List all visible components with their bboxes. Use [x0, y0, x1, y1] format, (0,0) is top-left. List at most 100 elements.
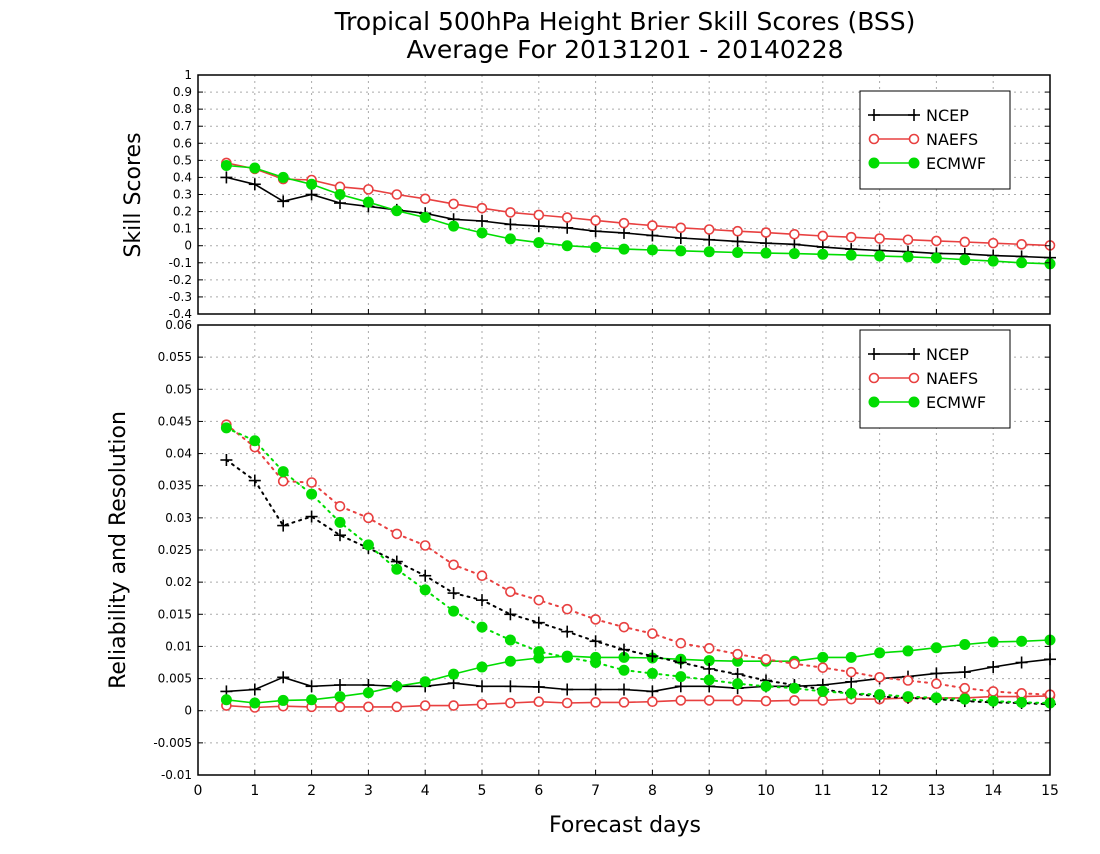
series-ecmwf-solid-point — [249, 697, 261, 709]
y-tick-label: 0.6 — [173, 136, 192, 150]
series-naefs-solid-point — [817, 230, 829, 242]
series-ecmwf-solid-point — [220, 159, 232, 171]
series-naefs-solid-point — [561, 212, 573, 223]
series-ncep-solid-point — [532, 220, 545, 233]
y-tick-label: 0.1 — [173, 222, 192, 236]
bottom-panel-ylabel: Reliability and Resolution — [106, 411, 131, 689]
series-ecmwf-dotted-point — [277, 466, 289, 478]
top-panel: -0.4 -0.3 -0.2 -0.1 0 0.1 0.2 0.3 0.4 0.5 0.6 0.7 0.… — [121, 68, 1056, 321]
series-naefs-solid-point — [817, 695, 829, 706]
x-tick-label: 4 — [421, 783, 430, 799]
series-ecmwf-solid-point — [845, 651, 857, 663]
y-tick-label: 0.035 — [158, 479, 192, 493]
bottom-panel-series — [220, 419, 1056, 713]
series-ecmwf-dotted-point — [646, 667, 658, 679]
series-naefs-dotted-point — [902, 675, 914, 686]
series-ecmwf-solid-point — [334, 691, 346, 703]
series-ecmwf-solid-point — [959, 254, 971, 266]
series-naefs-dotted-point — [363, 512, 374, 524]
y-tick-label: 0.01 — [165, 639, 192, 653]
series-ecmwf-dotted-point — [476, 621, 488, 633]
series-ncep-dotted-point — [476, 594, 488, 607]
series-ecmwf-solid-point — [646, 244, 658, 256]
legend-box — [859, 90, 1011, 190]
series-naefs-solid-point — [391, 189, 403, 200]
top-panel-series — [220, 157, 1056, 270]
x-tick-label: 1 — [250, 783, 259, 799]
y-tick-label: -0.1 — [169, 256, 192, 270]
series-ecmwf-solid-point — [1016, 635, 1028, 647]
legend-ncep-swatch-marker-a — [868, 348, 880, 360]
legend-box — [859, 329, 1011, 429]
series-ecmwf-solid-point — [448, 668, 460, 680]
series-naefs-dotted-point — [419, 540, 431, 551]
y-tick-label: 0.005 — [158, 672, 192, 686]
series-naefs-dotted-point — [533, 594, 545, 606]
x-tick-label: 5 — [478, 783, 487, 799]
series-naefs-dotted-point — [505, 586, 516, 598]
series-ecmwf-solid-point — [419, 676, 431, 688]
x-tick-label: 14 — [984, 783, 1002, 799]
x-tick-label: 2 — [307, 783, 316, 799]
series-naefs-solid-point — [789, 228, 800, 240]
y-tick-label: 0.025 — [158, 543, 192, 557]
series-ncep-solid-point — [334, 679, 346, 691]
series-ecmwf-solid-point — [817, 248, 829, 260]
series-ecmwf-dotted-point — [760, 680, 772, 692]
y-tick-label: 0 — [184, 704, 192, 718]
series-ecmwf-dotted-point — [448, 605, 460, 617]
legend-naefs-swatch-marker-b — [908, 133, 920, 145]
series-ecmwf-solid-point — [760, 247, 772, 259]
series-ecmwf-solid-point — [788, 248, 800, 260]
legend-ncep-swatch-marker-b — [908, 109, 920, 121]
series-ncep-solid-point — [476, 214, 488, 227]
series-ncep-solid-point — [987, 661, 1000, 673]
x-tick-label: 10 — [757, 783, 775, 799]
legend-ncep-swatch-marker-b — [908, 348, 920, 360]
series-naefs-dotted-point — [845, 666, 857, 678]
series-ncep-dotted-point — [674, 656, 687, 669]
legend-ncep-label: NCEP — [926, 106, 969, 125]
series-ncep-dotted-point — [532, 616, 545, 629]
y-tick-label: 0.2 — [173, 205, 192, 219]
series-ecmwf-solid-point — [874, 250, 886, 262]
series-ecmwf-solid-point — [419, 212, 431, 224]
series-ncep-dotted-point — [504, 608, 517, 621]
legend-naefs-label: NAEFS — [926, 369, 978, 388]
series-ecmwf-dotted-point — [419, 584, 431, 596]
series-naefs-dotted-line — [225, 423, 1051, 696]
legend-ecmwf-swatch-marker-a — [868, 157, 880, 169]
series-naefs-solid-point — [987, 237, 999, 249]
series-ecmwf-solid-point — [874, 647, 886, 659]
series-naefs-solid-point — [448, 700, 459, 711]
y-tick-label: 0.9 — [173, 85, 192, 99]
series-ecmwf-solid-point — [561, 240, 573, 252]
legend-ecmwf-swatch-marker-b — [908, 157, 920, 169]
series-ncep-dotted-point — [731, 668, 744, 681]
series-ecmwf-solid-point — [362, 687, 374, 699]
series-naefs-solid-point — [647, 220, 658, 231]
series-ncep-solid-point — [305, 188, 318, 201]
x-tick-label: 3 — [364, 783, 373, 799]
series-ncep-solid-point — [561, 221, 574, 234]
series-ncep-solid-point — [674, 680, 687, 693]
y-tick-label: 0.06 — [165, 318, 192, 332]
series-ecmwf-solid-point — [675, 245, 687, 257]
series-naefs-dotted-point — [959, 682, 971, 694]
series-naefs-solid-point — [931, 235, 942, 247]
series-ecmwf-solid-point — [220, 694, 232, 706]
series-naefs-solid-point — [505, 207, 516, 218]
series-ncep-solid-point — [958, 666, 971, 679]
x-tick-label: 13 — [927, 783, 945, 799]
series-ecmwf-dotted-point — [220, 422, 232, 434]
legend-ncep-label: NCEP — [926, 345, 969, 364]
series-ecmwf-dotted-point — [902, 691, 914, 703]
series-ncep-dotted-point — [618, 643, 630, 656]
chart-title-line2: Average For 20131201 - 20140228 — [406, 35, 843, 64]
series-ecmwf-dotted-point — [703, 674, 715, 686]
chart-title-line1: Tropical 500hPa Height Brier Skill Score… — [334, 7, 916, 36]
series-naefs-solid-point — [845, 231, 857, 243]
series-ecmwf-solid-point — [732, 247, 744, 259]
x-tick-label: 12 — [871, 783, 889, 799]
series-ecmwf-solid-point — [987, 255, 999, 267]
